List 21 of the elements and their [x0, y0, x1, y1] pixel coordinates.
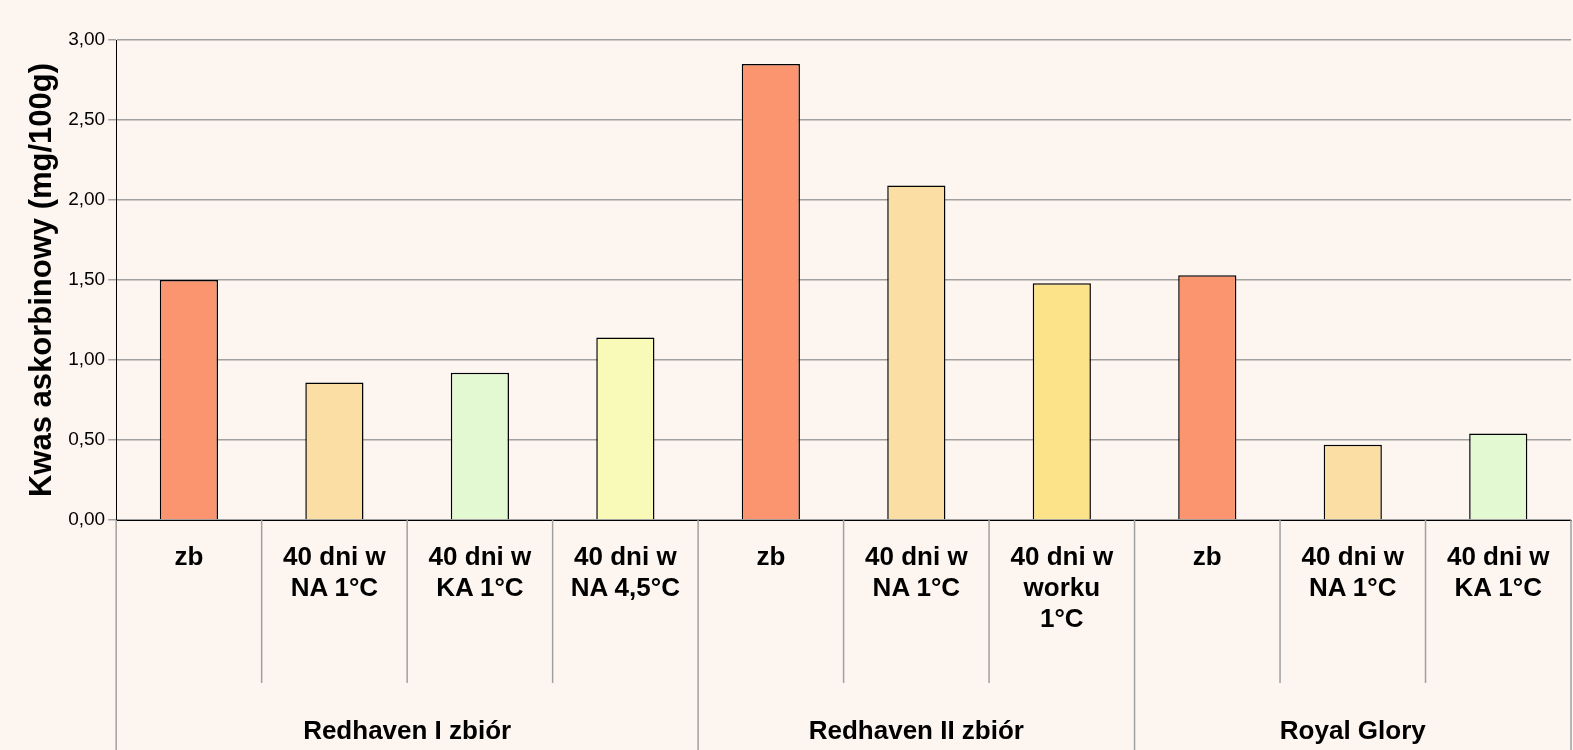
y-tick-label: 1,00: [68, 348, 106, 370]
y-tick-label: 3,00: [68, 28, 106, 50]
text: Royal Glory: [1279, 715, 1427, 746]
text: Redhaven I zbiór: [303, 715, 512, 746]
y-tick-label: 2,00: [68, 188, 106, 210]
x-tick-label: 40 dni w NA 1°C: [865, 540, 969, 602]
text: Redhaven II zbiór: [808, 715, 1024, 746]
x-tick-label: 40 dni w worku 1°C: [1010, 540, 1114, 634]
x-tick-label: 40 dni w NA 4,5°C: [570, 540, 681, 602]
x-tick-label: 40 dni w KA 1°C: [1446, 540, 1551, 602]
y-axis-title: Kwas askorbinowy (mg/100g): [23, 62, 59, 498]
x-tick-label: zb: [174, 540, 204, 571]
y-tick-label: 1,50: [68, 268, 106, 290]
y-tick-label: 0,00: [68, 508, 106, 530]
x-tick-label: zb: [756, 540, 786, 571]
x-tick-label: 40 dni w KA 1°C: [428, 540, 532, 602]
y-tick-label: 2,50: [68, 108, 106, 130]
x-tick-label: 40 dni w NA 1°C: [283, 540, 387, 602]
x-tick-label: 40 dni w NA 1°C: [1301, 540, 1405, 602]
y-tick-label: 0,50: [68, 428, 106, 450]
x-tick-label: zb: [1192, 540, 1222, 571]
